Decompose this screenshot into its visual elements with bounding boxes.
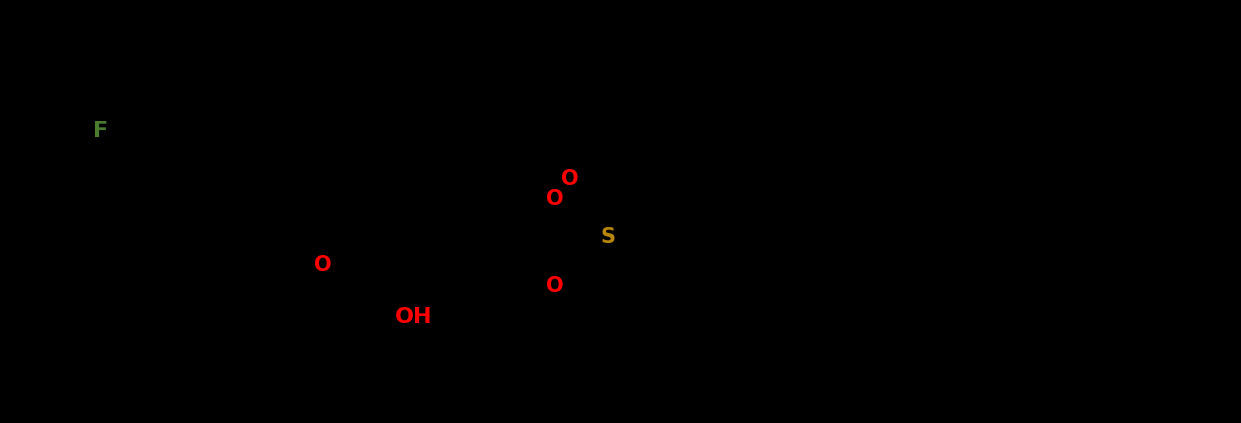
Text: S: S — [601, 227, 616, 247]
Text: O: O — [546, 276, 563, 296]
Text: O: O — [314, 255, 331, 275]
Text: O: O — [561, 170, 578, 190]
Text: F: F — [93, 121, 108, 141]
Text: O: O — [546, 189, 563, 209]
Text: OH: OH — [395, 307, 432, 327]
